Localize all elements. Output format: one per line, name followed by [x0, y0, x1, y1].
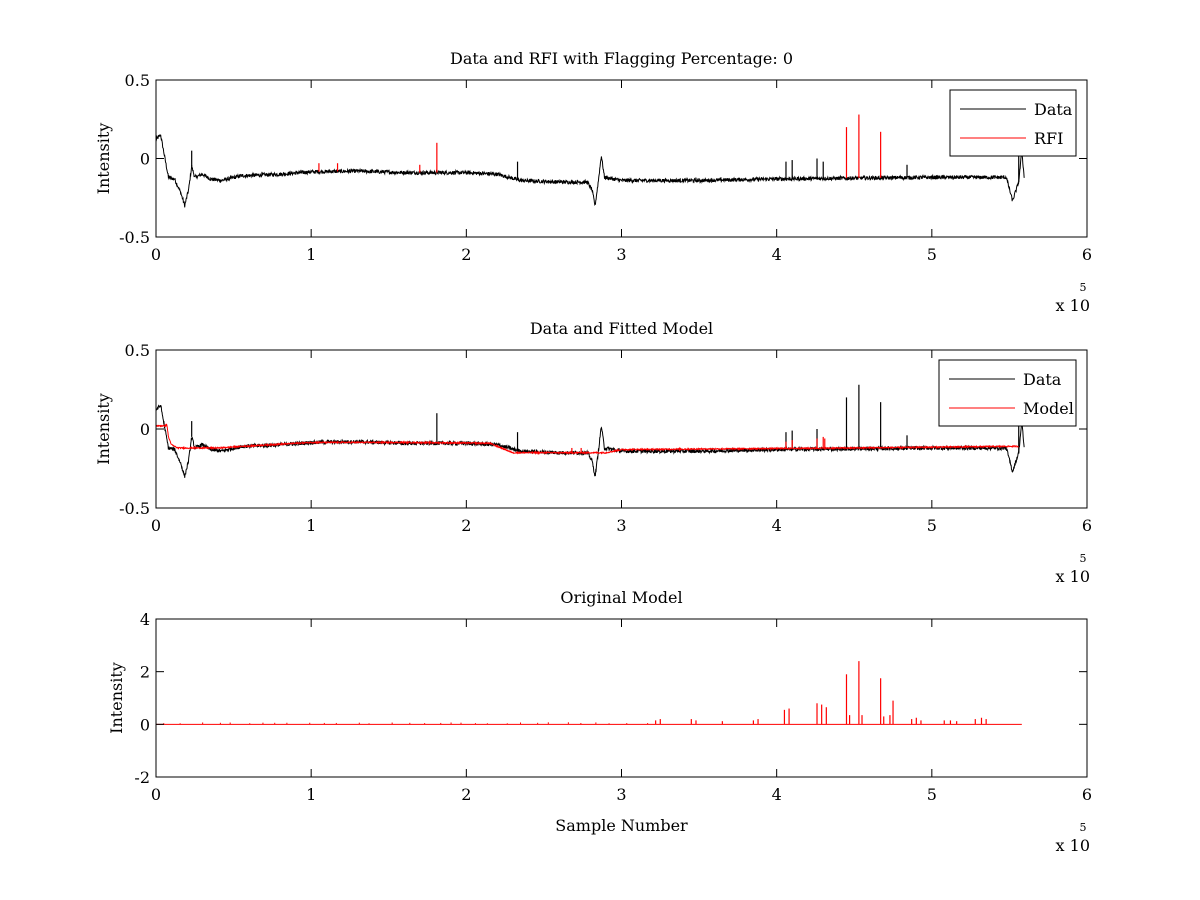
chart-title: Data and RFI with Flagging Percentage: 0 — [450, 49, 793, 68]
x-tick-label: 5 — [927, 785, 937, 804]
x-tick-label: 6 — [1082, 785, 1092, 804]
legend-entry-data: Data — [1023, 370, 1062, 389]
legend-box — [949, 89, 1077, 157]
x-tick-label: 0 — [151, 245, 161, 264]
x-tick-label: 1 — [306, 245, 316, 264]
x-tick-label: 0 — [151, 516, 161, 535]
y-tick-label: 0 — [140, 715, 150, 734]
legend-entry-rfi: RFI — [1034, 129, 1063, 148]
y-tick-label: -0.5 — [119, 228, 150, 247]
legend-box — [938, 359, 1077, 427]
plot-area — [156, 619, 1087, 777]
x-multiplier-exponent: 5 — [1080, 821, 1087, 834]
x-multiplier-base: x 10 — [1056, 296, 1090, 315]
x-multiplier-exponent: 5 — [1080, 552, 1087, 565]
chart-title: Data and Fitted Model — [530, 319, 713, 338]
x-tick-label: 6 — [1082, 516, 1092, 535]
chart-title: Original Model — [560, 588, 682, 607]
legend-entry-model: Model — [1023, 399, 1074, 418]
x-tick-label: 3 — [616, 516, 626, 535]
legend: Data Model — [938, 359, 1077, 427]
y-tick-label: 0.5 — [125, 71, 150, 90]
series-group — [155, 384, 1025, 478]
x-multiplier-exponent: 5 — [1080, 281, 1087, 294]
y-tick-label: 0 — [140, 420, 150, 439]
y-tick-label: 2 — [140, 663, 150, 682]
x-axis-label: Sample Number — [555, 816, 688, 835]
series-line-data — [155, 134, 1025, 208]
y-tick-label: -2 — [134, 768, 150, 787]
y-tick-label: 0 — [140, 150, 150, 169]
y-tick-label: 4 — [140, 610, 150, 629]
legend: Data RFI — [949, 89, 1077, 157]
x-tick-label: 4 — [772, 516, 782, 535]
y-axis-label: Intensity — [107, 662, 126, 734]
legend-entry-data: Data — [1034, 100, 1073, 119]
x-tick-label: 2 — [461, 516, 471, 535]
x-tick-label: 5 — [927, 245, 937, 264]
x-tick-label: 4 — [772, 785, 782, 804]
x-tick-label: 5 — [927, 516, 937, 535]
x-tick-label: 2 — [461, 785, 471, 804]
x-tick-label: 2 — [461, 245, 471, 264]
series-group — [156, 661, 1022, 725]
y-tick-label: 0.5 — [125, 341, 150, 360]
x-multiplier-base: x 10 — [1056, 836, 1090, 855]
y-axis-label: Intensity — [94, 123, 113, 195]
x-tick-label: 6 — [1082, 245, 1092, 264]
series-line-model — [155, 423, 1019, 456]
x-tick-label: 4 — [772, 245, 782, 264]
y-tick-label: -0.5 — [119, 499, 150, 518]
plot-area — [156, 80, 1087, 237]
x-multiplier-base: x 10 — [1056, 567, 1090, 586]
plot-area — [156, 350, 1087, 508]
x-tick-label: 3 — [616, 785, 626, 804]
series-group — [155, 114, 1025, 208]
x-tick-label: 0 — [151, 785, 161, 804]
x-tick-label: 1 — [306, 785, 316, 804]
y-axis-label: Intensity — [94, 393, 113, 465]
x-tick-label: 3 — [616, 245, 626, 264]
x-tick-label: 1 — [306, 516, 316, 535]
